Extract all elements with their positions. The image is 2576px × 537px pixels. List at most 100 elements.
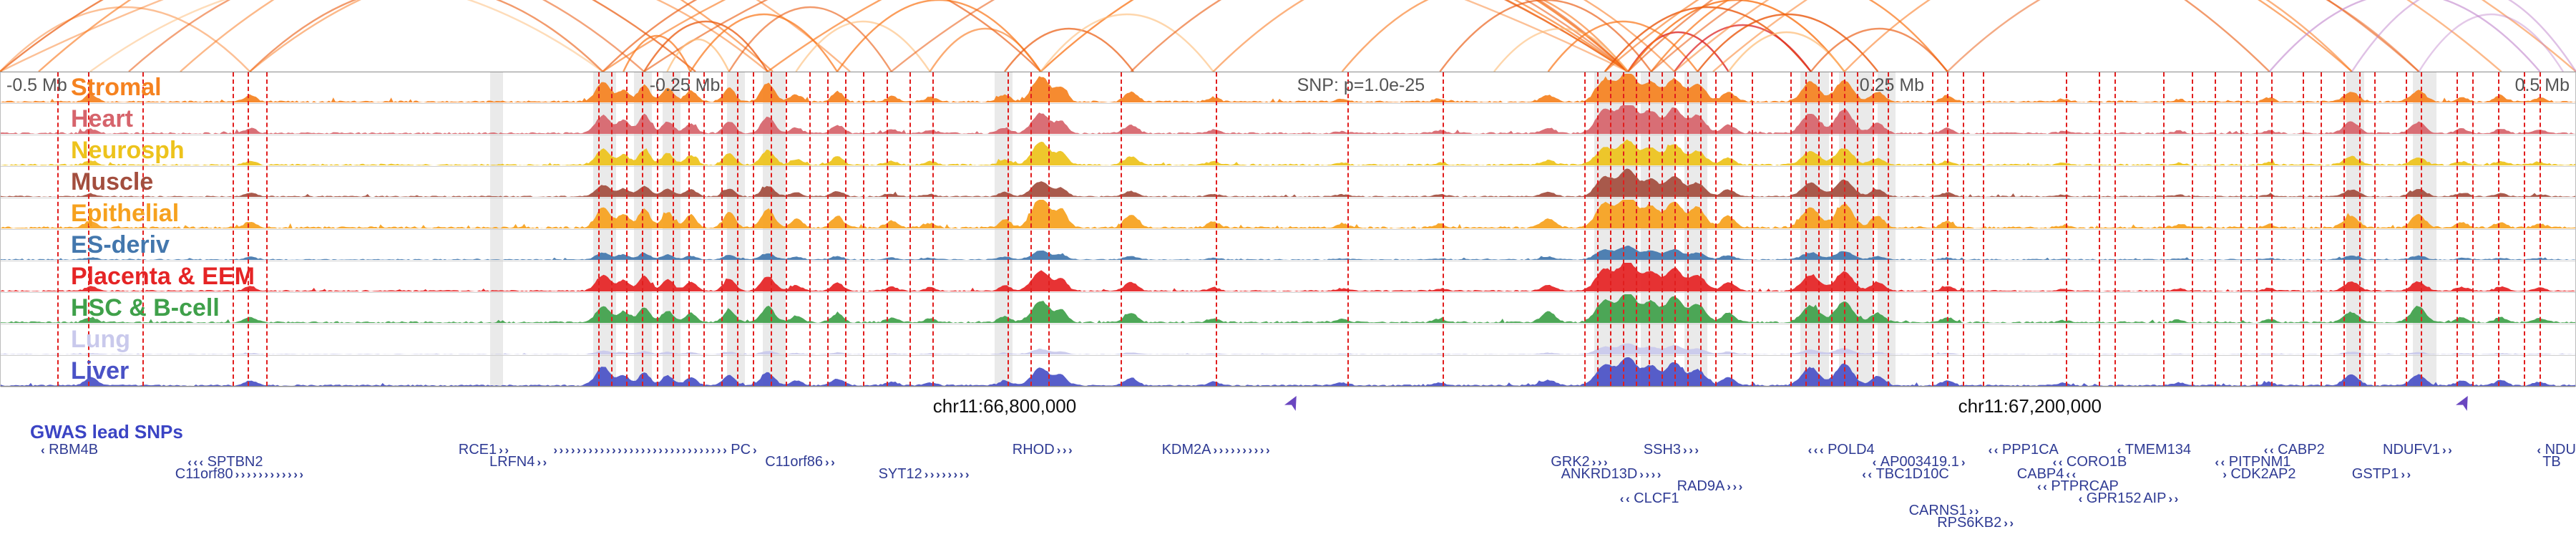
snp-line <box>673 72 675 386</box>
track-label-epithelial[interactable]: Epithelial <box>71 200 180 227</box>
gene-tb[interactable]: TB <box>2542 455 2561 470</box>
gene-nduf[interactable]: ‹NDUF <box>2534 442 2576 458</box>
signal-svg <box>1 357 2575 387</box>
gene-strand-arrows: ›› <box>2168 492 2180 505</box>
snp-line <box>886 72 888 386</box>
snp-line <box>2374 72 2376 386</box>
gene-clcf1[interactable]: ‹‹ CLCF1 <box>1618 491 1679 507</box>
snp-line <box>1347 72 1349 386</box>
gene-ptprcap[interactable]: ‹‹ PTPRCAP <box>2035 479 2119 495</box>
gene-ap003419-1[interactable]: ‹ AP003419.1 › <box>1870 455 1969 470</box>
gene-grk2[interactable]: GRK2 ››› <box>1551 455 1611 470</box>
track-label-neurosph[interactable]: Neurosph <box>71 137 185 164</box>
snp-line <box>1751 72 1753 386</box>
interaction-arc <box>795 21 931 72</box>
snp-line <box>1635 72 1637 386</box>
gene-ssh3[interactable]: SSH3 ››› <box>1644 442 1703 458</box>
snp-line <box>2421 72 2423 386</box>
snp-line <box>1121 72 1123 386</box>
gene-strand-arrows: ‹ <box>2117 443 2123 457</box>
gene-tbc1d10c[interactable]: ‹‹ TBC1D10C <box>1860 467 1949 483</box>
gene-pc[interactable]: ›››››››››››››››››››››››››››››› PC › <box>551 442 761 458</box>
snp-line <box>2065 72 2067 386</box>
coordinate-right: chr11:67,200,000 <box>1958 395 2102 417</box>
snp-line <box>1831 72 1833 386</box>
gene-carns1[interactable]: CARNS1 ›› <box>1909 503 1983 519</box>
snp-line <box>2472 72 2474 386</box>
gene-strand-arrows: ›› <box>537 455 549 469</box>
gene-coro1b[interactable]: ‹‹ CORO1B <box>2051 455 2127 470</box>
gene-rps6kb2[interactable]: RPS6KB2 ›› <box>1937 516 2017 531</box>
gene-cdk2ap2[interactable]: › CDK2AP2 <box>2220 467 2296 483</box>
gene-strand-arrows: ‹‹ <box>2263 443 2276 457</box>
gene-ndufv1[interactable]: NDUFV1 ›› <box>2383 442 2456 458</box>
gene-strand-arrows: ›› <box>824 455 837 469</box>
track-lane-epithelial: Epithelial <box>1 198 2575 230</box>
interaction-arc <box>1439 0 1652 72</box>
gene-strand-arrows: › <box>2223 468 2229 481</box>
gene-aip[interactable]: AIP ›› <box>2143 491 2182 507</box>
gene-ppp1ca[interactable]: ‹‹ PPP1CA <box>1986 442 2059 458</box>
gene-tmem134[interactable]: ‹ TMEM134 <box>2115 442 2191 458</box>
track-label-lung[interactable]: Lung <box>71 326 131 353</box>
gene-label: C11orf80 <box>175 466 233 482</box>
interaction-arc <box>1697 14 1879 72</box>
gene-syt12[interactable]: SYT12 ›››››››› <box>879 467 973 483</box>
gene-pitpnm1[interactable]: ‹‹ PITPNM1 <box>2212 455 2290 470</box>
interaction-arc <box>0 0 1629 73</box>
gene-gstp1[interactable]: GSTP1 ›› <box>2352 467 2415 483</box>
gene-strand-arrows: ‹‹‹ <box>1807 443 1826 457</box>
gene-rce1[interactable]: RCE1 ›› <box>459 442 513 458</box>
interaction-arc <box>643 21 769 72</box>
gene-strand-arrows: ›› <box>2004 516 2016 530</box>
track-label-heart[interactable]: Heart <box>71 105 133 132</box>
track-label-es-deriv[interactable]: ES-deriv <box>71 231 170 258</box>
track-label-liver[interactable]: Liver <box>71 357 130 384</box>
track-label-hsc-b-cell[interactable]: HSC & B-cell <box>71 294 220 321</box>
gene-label: TB <box>2542 454 2561 470</box>
interaction-arc <box>1493 28 1629 72</box>
gene-sptbn2[interactable]: ‹‹‹ SPTBN2 <box>185 455 263 470</box>
snp-line <box>1931 72 1933 386</box>
gene-kdm2a[interactable]: KDM2A ›››››››››› <box>1162 442 1274 458</box>
gene-rad9a[interactable]: RAD9A ››› <box>1677 479 1747 495</box>
gene-cabp4[interactable]: CABP4 ‹‹ <box>2017 467 2080 483</box>
gene-label: NDUF <box>2545 442 2576 458</box>
track-label-stromal[interactable]: Stromal <box>71 74 162 101</box>
interaction-arc <box>2268 0 2541 72</box>
coordinate-left: chr11:66,800,000 <box>932 395 1077 417</box>
interaction-arc <box>1130 0 1629 72</box>
signal-path <box>1 199 2575 229</box>
gene-lrfn4[interactable]: LRFN4 ›› <box>489 455 551 470</box>
gene-pold4[interactable]: ‹‹‹ POLD4 <box>1806 442 1875 458</box>
interaction-arc <box>1040 14 1214 72</box>
interaction-arc <box>2418 13 2565 72</box>
gene-c11orf80[interactable]: C11orf80 ›››››››››››› <box>175 467 308 483</box>
interaction-arc <box>1727 31 1845 72</box>
snp-line <box>1674 72 1676 386</box>
snp-line <box>863 72 865 386</box>
gene-gpr152[interactable]: ‹ GPR152 <box>2077 491 2142 507</box>
snp-line <box>703 72 706 386</box>
chromatin-interaction-arcs <box>0 0 2576 73</box>
gene-ankrd13d[interactable]: ANKRD13D ›››› <box>1561 467 1665 483</box>
gene-label: TMEM134 <box>2124 442 2192 458</box>
interaction-arc <box>1627 32 1729 72</box>
snp-line <box>1687 72 1689 386</box>
gene-rbm4b[interactable]: ‹ RBM4B <box>39 442 98 458</box>
snp-line <box>2498 72 2500 386</box>
interaction-arc <box>1843 0 2353 72</box>
gene-label: RHOD <box>1012 442 1055 458</box>
interaction-arc <box>128 0 645 72</box>
gene-label: GSTP1 <box>2351 466 2399 482</box>
track-label-muscle[interactable]: Muscle <box>71 168 154 195</box>
gene-cabp2[interactable]: ‹‹ CABP2 <box>2262 442 2325 458</box>
gene-strand-arrows: ›››››››› <box>924 468 972 481</box>
interaction-arc <box>1627 0 1845 72</box>
track-lane-stromal: Stromal <box>1 72 2575 104</box>
gene-c11orf86[interactable]: C11orf86 ›› <box>765 455 839 470</box>
interaction-arc <box>1627 0 2270 72</box>
gene-rhod[interactable]: RHOD ››› <box>1013 442 1076 458</box>
track-lane-muscle: Muscle <box>1 167 2575 198</box>
track-label-placenta-eem[interactable]: Placenta & EEM <box>71 263 255 290</box>
